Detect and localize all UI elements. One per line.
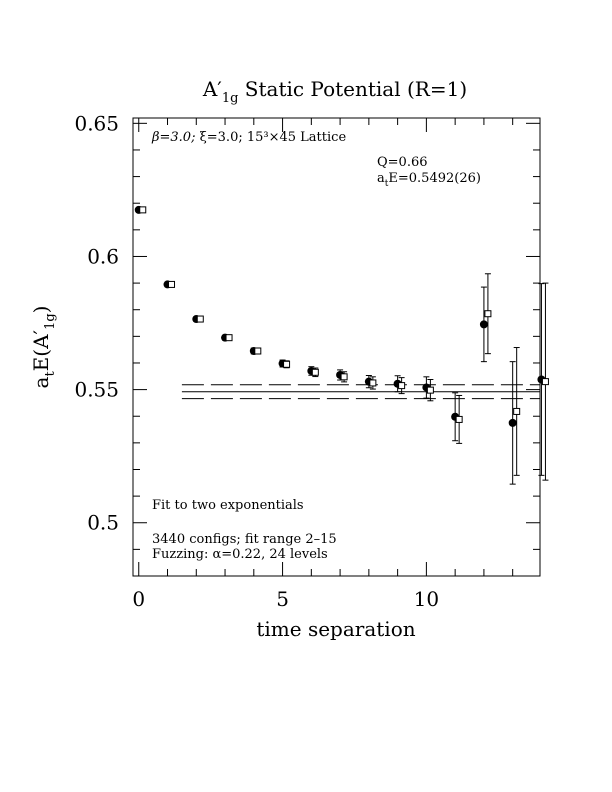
open-square-point	[484, 310, 492, 318]
open-square-point	[369, 379, 377, 387]
title-main: A′	[202, 77, 222, 101]
title-rest: Static Potential (R=1)	[238, 77, 467, 101]
open-square-point	[139, 206, 147, 214]
open-square-point	[340, 373, 348, 381]
lattice-xi: ξ=3.0; 15³×45 Lattice	[200, 130, 347, 145]
plot-frame	[132, 117, 541, 577]
energy-t: t	[385, 179, 389, 189]
x-axis-label: time separation	[256, 617, 415, 641]
open-square-point	[398, 382, 406, 390]
fit-type-annotation: Fit to two exponentials	[152, 498, 304, 513]
fuzzing-annotation: Fuzzing: α=0.22, 24 levels	[152, 547, 328, 562]
energy-rest: E=0.5492(26)	[388, 171, 481, 186]
data-points	[134, 205, 549, 427]
open-square-point	[283, 360, 291, 368]
open-square-point	[196, 315, 204, 323]
q-annotation: Q=0.66	[377, 155, 428, 170]
ylabel-a: a	[29, 376, 53, 388]
configs-annotation: 3440 configs; fit range 2–15	[152, 532, 337, 547]
ylabel-end: )	[29, 306, 53, 314]
ylabel-sub: 1g	[43, 313, 58, 330]
open-square-point	[311, 368, 319, 376]
tick-labels: 0 5 10 0.5 0.55 0.6 0.65	[74, 111, 439, 611]
ylabel-mid: E(A′	[29, 329, 53, 371]
x-tick-label: 5	[276, 587, 289, 611]
lattice-annotation: β=3.0; ξ=3.0; 15³×45 Lattice	[151, 130, 346, 145]
ylabel-t: t	[43, 371, 58, 377]
x-tick-label: 0	[132, 587, 145, 611]
fit-band	[181, 384, 540, 400]
open-square-point	[455, 415, 463, 423]
y-tick-label: 0.65	[74, 111, 119, 135]
open-square-point	[541, 378, 549, 386]
y-tick-label: 0.6	[87, 244, 119, 268]
y-tick-label: 0.55	[74, 378, 119, 402]
energy-a: a	[377, 171, 385, 186]
y-axis-label: atE(A′1g)	[29, 306, 58, 389]
y-tick-label: 0.5	[87, 511, 119, 535]
error-bars	[135, 208, 549, 485]
open-square-point	[168, 280, 176, 288]
x-tick-label: 10	[414, 587, 439, 611]
chart-title: A′1g Static Potential (R=1)	[202, 77, 467, 106]
axis-ticks	[133, 118, 540, 577]
lattice-beta: β=3.0;	[151, 130, 200, 145]
filled-circle-point	[508, 418, 517, 427]
filled-circle-point	[479, 320, 488, 329]
open-square-point	[225, 334, 233, 342]
open-square-point	[426, 386, 434, 394]
open-square-point	[513, 407, 521, 415]
title-subscript: 1g	[222, 91, 239, 106]
open-square-point	[254, 347, 262, 355]
energy-annotation: atE=0.5492(26)	[377, 171, 481, 189]
